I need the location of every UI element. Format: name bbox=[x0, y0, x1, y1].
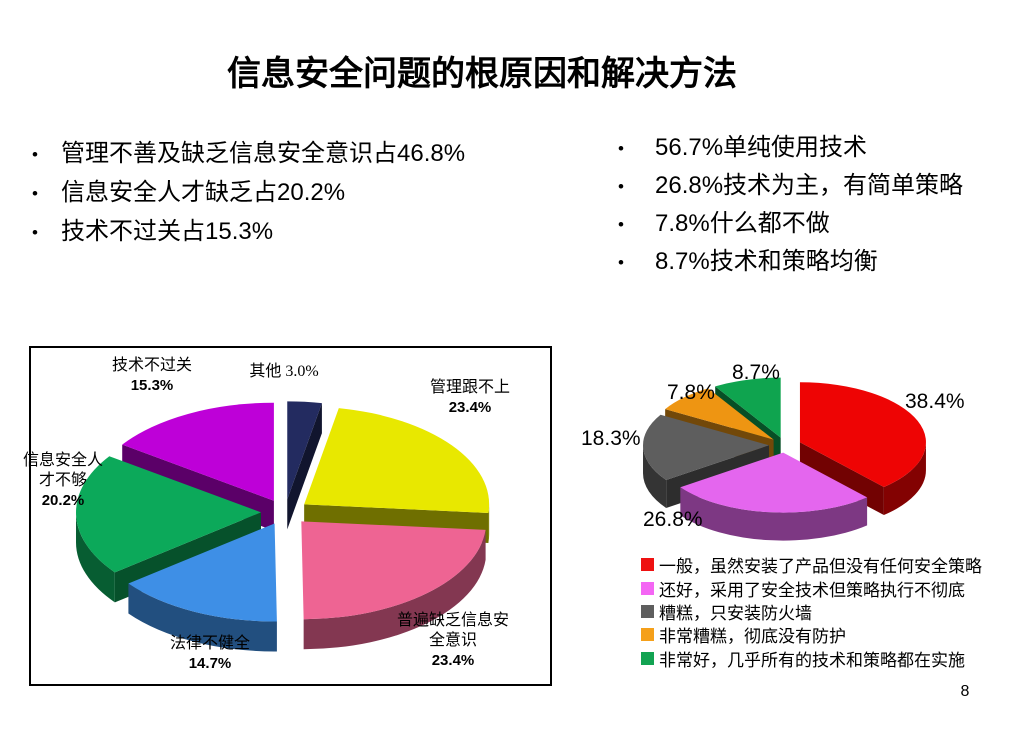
legend-item: 非常好，几乎所有的技术和策略都在实施 bbox=[641, 647, 982, 670]
legend-swatch-icon bbox=[641, 558, 654, 572]
pie-data-label: 信息安全人 才不够 20.2% bbox=[22, 452, 103, 509]
pie-slice bbox=[680, 452, 868, 541]
bullet-item: 管理不善及缺乏信息安全意识占46.8% bbox=[25, 141, 585, 167]
left-bullet-list: 管理不善及缺乏信息安全意识占46.8% 信息安全人才缺乏占20.2% 技术不过关占1… bbox=[25, 141, 585, 258]
legend-label: 糟糕，只安装防火墙 bbox=[659, 603, 812, 623]
bullet-item: 技术不过关占15.3% bbox=[25, 219, 585, 245]
bullet-item: 26.8%技术为主，有简单策略 bbox=[613, 173, 1019, 199]
legend-item: 还好，采用了安全技术但策略执行不彻底 bbox=[641, 576, 982, 600]
pie-data-label: 8.7% bbox=[732, 361, 780, 384]
pie-data-label: 法律不健全 14.7% bbox=[169, 635, 250, 672]
pie-data-label: 38.4% bbox=[905, 390, 965, 413]
page-number: 8 bbox=[960, 683, 970, 700]
bullet-item: 56.7%单纯使用技术 bbox=[613, 135, 1019, 161]
pie-data-label: 其他 3.0% bbox=[249, 363, 319, 380]
pie-data-label: 18.3% bbox=[581, 427, 641, 450]
legend-item: 非常糟糕，彻底没有防护 bbox=[641, 623, 982, 646]
legend-swatch-icon bbox=[641, 651, 654, 665]
right-bullet-list: 56.7%单纯使用技术 26.8%技术为主，有简单策略 7.8%什么都不做 8.7%技… bbox=[613, 135, 1019, 287]
legend-label: 非常好，几乎所有的技术和策略都在实施 bbox=[659, 650, 965, 670]
pie-chart-security-practice: 一般，虽然安装了产品但没有任何安全策略 还好，采用了安全技术但策略执行不彻底 糟糕，… bbox=[555, 350, 1015, 680]
bullet-item: 8.7%技术和策略均衡 bbox=[613, 249, 1019, 275]
legend-label: 还好，采用了安全技术但策略执行不彻底 bbox=[659, 580, 965, 600]
pie-data-label: 26.8% bbox=[643, 508, 703, 531]
pie-slice bbox=[301, 521, 486, 650]
pie-data-label: 7.8% bbox=[667, 381, 715, 404]
legend-label: 非常糟糕，彻底没有防护 bbox=[659, 627, 846, 647]
legend-item: 一般，虽然安装了产品但没有任何安全策略 bbox=[641, 553, 982, 576]
pie-chart-root-causes: 其他 3.0% 管理跟不上 23.4% 普遍缺乏信息安 全意识 23.4% 法律不健全 14.… bbox=[23, 346, 552, 686]
pie-data-label: 普遍缺乏信息安 全意识 23.4% bbox=[396, 612, 509, 669]
pie-data-label: 技术不过关 15.3% bbox=[111, 357, 192, 394]
page-title: 信息安全问题的根原因和解决方法 bbox=[227, 55, 737, 93]
pie-data-label: 管理跟不上 23.4% bbox=[429, 379, 510, 416]
pie-3d-root-causes bbox=[76, 401, 490, 652]
legend-swatch-icon bbox=[641, 581, 654, 595]
legend-swatch-icon bbox=[641, 628, 654, 642]
pie-slice bbox=[128, 523, 277, 652]
legend-label: 一般，虽然安装了产品但没有任何安全策略 bbox=[659, 557, 982, 577]
legend-swatch-icon bbox=[641, 604, 654, 618]
chart-legend: 一般，虽然安装了产品但没有任何安全策略 还好，采用了安全技术但策略执行不彻底 糟糕，… bbox=[641, 553, 982, 670]
pie-3d-security-practice bbox=[643, 377, 926, 541]
legend-item: 糟糕，只安装防火墙 bbox=[641, 600, 982, 623]
bullet-item: 7.8%什么都不做 bbox=[613, 211, 1019, 237]
pie-slice bbox=[304, 408, 490, 543]
bullet-item: 信息安全人才缺乏占20.2% bbox=[25, 180, 585, 206]
pie-slice bbox=[287, 401, 322, 530]
